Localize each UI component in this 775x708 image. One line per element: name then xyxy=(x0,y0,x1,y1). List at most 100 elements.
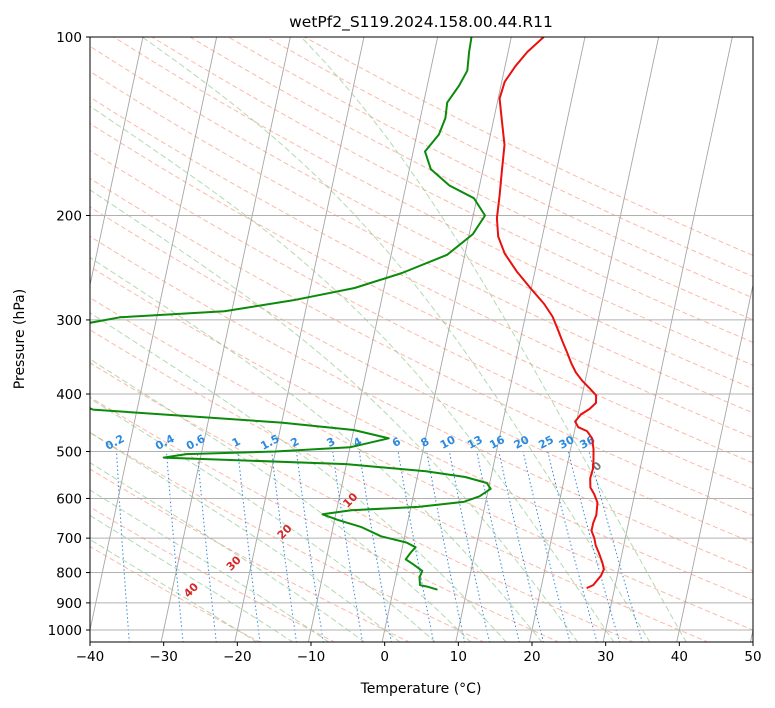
mixing-ratio-label: 2 xyxy=(288,435,301,450)
isotherm-line xyxy=(749,627,753,642)
moist-adiabat-line xyxy=(90,514,294,642)
x-tick-label: −30 xyxy=(149,649,178,665)
isotherm-line xyxy=(381,37,512,642)
mixing-ratio-label: 1 xyxy=(230,435,243,450)
dry-adiabat-line xyxy=(90,149,753,490)
mixing-ratio-line xyxy=(448,451,490,642)
moist-adiabat-line xyxy=(90,105,615,642)
mixing-ratio-label: 0.2 xyxy=(103,432,126,453)
x-tick-label: 0 xyxy=(380,649,389,665)
mixing-ratio-label: 0.4 xyxy=(153,432,177,453)
x-tick-label: 40 xyxy=(671,649,688,665)
x-tick-label: 10 xyxy=(450,649,467,665)
mixing-ratio-label: 30 xyxy=(557,433,577,452)
x-tick-label: 30 xyxy=(597,649,614,665)
mixing-ratio-label: 25 xyxy=(536,433,556,452)
mixing-ratio-line xyxy=(166,451,184,642)
y-axis-label: Pressure (hPa) xyxy=(12,289,28,389)
dry-adiabat-line xyxy=(90,545,261,642)
y-tick-label: 900 xyxy=(56,596,82,612)
wet-bulb-label: 10 xyxy=(340,490,360,510)
mixing-ratio-line xyxy=(116,451,130,642)
mixing-ratio-line xyxy=(588,451,643,642)
mixing-ratio-line xyxy=(237,451,261,642)
mixing-ratio-line xyxy=(522,451,571,642)
dry-adiabat-line xyxy=(90,206,753,544)
dry-adiabat-line xyxy=(90,45,753,390)
x-tick-label: −40 xyxy=(76,649,105,665)
dry-adiabat-line xyxy=(90,266,753,601)
mixing-ratio-label: 13 xyxy=(465,433,485,452)
wet-bulb-label: 30 xyxy=(224,553,244,573)
moist-adiabat-line xyxy=(90,397,436,642)
moist-adiabat-line xyxy=(90,431,401,642)
mixing-ratio-label: 1.5 xyxy=(258,432,281,453)
y-tick-label: 300 xyxy=(56,313,82,329)
mixing-ratio-line xyxy=(476,451,520,642)
moist-adiabat-line xyxy=(90,489,330,642)
plot-frame xyxy=(89,36,754,643)
isotherm-line xyxy=(676,282,753,642)
x-tick-label: 20 xyxy=(523,649,540,665)
dry-adiabat-line xyxy=(113,37,753,366)
moist-adiabat-line xyxy=(90,312,507,642)
x-tick-label: −20 xyxy=(223,649,252,665)
y-tick-label: 1000 xyxy=(48,623,82,639)
x-tick-label: 50 xyxy=(744,649,761,665)
moist-adiabat-line xyxy=(90,189,579,642)
isotherm-line xyxy=(602,37,733,642)
moist-adiabat-line xyxy=(90,538,258,642)
y-tick-label: 800 xyxy=(56,566,82,582)
mixing-ratio-label: 0.6 xyxy=(184,432,208,453)
x-axis-label: Temperature (°C) xyxy=(360,681,482,697)
y-tick-label: 600 xyxy=(56,491,82,507)
y-tick-label: 400 xyxy=(56,387,82,403)
y-tick-label: 700 xyxy=(56,531,82,547)
y-tick-label: 200 xyxy=(56,209,82,225)
moist-adiabat-line xyxy=(90,462,366,642)
isotherm-line xyxy=(234,37,365,642)
mixing-ratio-line xyxy=(498,451,544,642)
mixing-ratio-line xyxy=(567,451,621,642)
moist-adiabat-line xyxy=(90,256,543,642)
dry-adiabat-line xyxy=(90,96,753,439)
mixing-ratio-line xyxy=(547,451,598,642)
dry-adiabat-line xyxy=(151,37,753,343)
dewpoint-profile-line xyxy=(90,37,492,591)
isotherm-line xyxy=(528,37,660,642)
isotherm-line xyxy=(90,37,144,288)
mixing-ratio-line xyxy=(296,451,324,642)
isotherm-line xyxy=(455,37,586,642)
temperature-profile-line xyxy=(495,37,605,590)
mixing-ratio-line xyxy=(271,451,298,642)
moist-adiabat-line xyxy=(300,37,687,642)
dry-adiabat-line xyxy=(189,37,753,321)
wet-bulb-label: 20 xyxy=(275,522,295,542)
dry-adiabat-line xyxy=(90,329,709,642)
dry-adiabat-line xyxy=(90,506,336,642)
mixing-ratio-label: 10 xyxy=(438,433,458,452)
dry-adiabat-line xyxy=(90,235,753,572)
dry-adiabat-line xyxy=(90,431,485,642)
mixing-ratio-label: 8 xyxy=(419,435,432,450)
moist-adiabat-line xyxy=(90,358,472,642)
dry-adiabat-line xyxy=(90,468,411,642)
mixing-ratio-label: 6 xyxy=(390,435,403,450)
dry-adiabat-line xyxy=(90,297,753,631)
dry-adiabat-line xyxy=(90,396,560,642)
dry-adiabat-line xyxy=(90,362,635,642)
dry-adiabat-line xyxy=(90,177,753,517)
chart-title: wetPf2_S119.2024.158.00.44.R11 xyxy=(289,13,553,32)
mixing-ratio-line xyxy=(196,451,217,642)
mixing-ratio-label: 4 xyxy=(351,435,364,450)
dry-adiabat-line xyxy=(90,70,753,414)
dry-adiabat-line xyxy=(90,123,753,464)
isotherm-line xyxy=(90,37,218,633)
mixing-ratio-label: 16 xyxy=(487,433,507,452)
isotherm-line xyxy=(160,37,291,642)
mixing-ratio-line xyxy=(426,451,466,642)
x-tick-label: −10 xyxy=(297,649,326,665)
isotherm-line xyxy=(0,37,69,643)
y-tick-label: 100 xyxy=(56,30,82,46)
